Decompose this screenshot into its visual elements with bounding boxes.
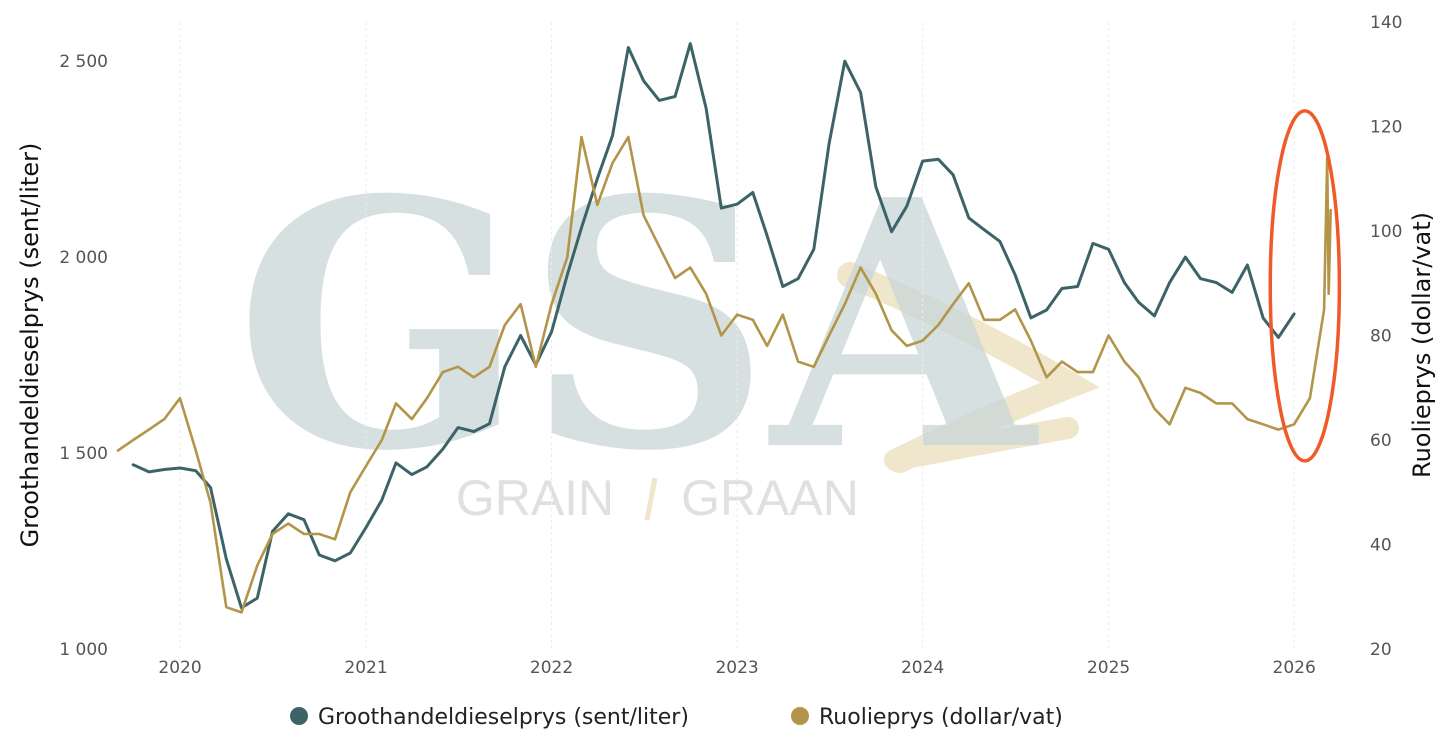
x-tick-label-2024: 2024 bbox=[901, 658, 944, 678]
legend-label-crude: Ruolieprys (dollar/vat) bbox=[819, 705, 1063, 730]
right-tick-label-80: 80 bbox=[1370, 327, 1392, 347]
watermark-text-grain: GRAIN bbox=[456, 470, 614, 526]
x-tick-label-2022: 2022 bbox=[530, 658, 573, 678]
legend: Groothandeldieselprys (sent/liter) Ruoli… bbox=[290, 705, 1063, 730]
x-tick-label-2025: 2025 bbox=[1087, 658, 1130, 678]
series-layer bbox=[116, 42, 1332, 614]
legend-marker-diesel bbox=[290, 707, 308, 725]
right-tick-label-100: 100 bbox=[1370, 222, 1402, 242]
right-tick-label-120: 120 bbox=[1370, 118, 1402, 138]
x-axis-ticks: 2020 2021 2022 2023 2024 2025 2026 bbox=[158, 658, 1315, 678]
right-tick-label-60: 60 bbox=[1370, 431, 1392, 451]
left-tick-label-1000: 1 000 bbox=[59, 640, 108, 660]
x-gridlines bbox=[179, 22, 1295, 649]
legend-marker-crude bbox=[791, 707, 809, 725]
legend-item-crude: Ruolieprys (dollar/vat) bbox=[791, 705, 1063, 730]
series-line-crude bbox=[116, 135, 1332, 614]
left-tick-label-2000: 2 000 bbox=[59, 248, 108, 268]
series-line-diesel bbox=[131, 42, 1296, 610]
right-tick-label-40: 40 bbox=[1370, 536, 1392, 556]
legend-item-diesel: Groothandeldieselprys (sent/liter) bbox=[290, 705, 689, 730]
right-axis-title: Ruolieprys (dollar/vat) bbox=[1408, 212, 1436, 478]
left-tick-label-2500: 2 500 bbox=[59, 52, 108, 72]
legend-label-diesel: Groothandeldieselprys (sent/liter) bbox=[318, 705, 689, 730]
watermark-swoosh-lower bbox=[884, 417, 1079, 471]
right-tick-label-20: 20 bbox=[1370, 640, 1392, 660]
left-tick-label-1500: 1 500 bbox=[59, 444, 108, 464]
watermark-divider bbox=[644, 477, 658, 521]
x-tick-label-2023: 2023 bbox=[715, 658, 758, 678]
right-axis-ticks: 20 40 60 80 100 120 140 bbox=[1370, 13, 1402, 660]
watermark-text-graan: GRAAN bbox=[681, 470, 859, 526]
left-axis-ticks: 1 000 1 500 2 000 2 500 bbox=[59, 52, 108, 660]
watermark-logo: GSA GRAIN GRAAN bbox=[235, 127, 1100, 526]
x-tick-label-2021: 2021 bbox=[344, 658, 387, 678]
x-tick-label-2026: 2026 bbox=[1273, 658, 1316, 678]
annotation-layer bbox=[1268, 109, 1342, 463]
watermark-swoosh bbox=[837, 262, 1100, 473]
x-tick-label-2020: 2020 bbox=[158, 658, 201, 678]
right-tick-label-140: 140 bbox=[1370, 13, 1402, 33]
highlight-ellipse bbox=[1268, 109, 1342, 463]
left-axis-title: Groothandeldieselprys (sent/liter) bbox=[16, 143, 44, 548]
